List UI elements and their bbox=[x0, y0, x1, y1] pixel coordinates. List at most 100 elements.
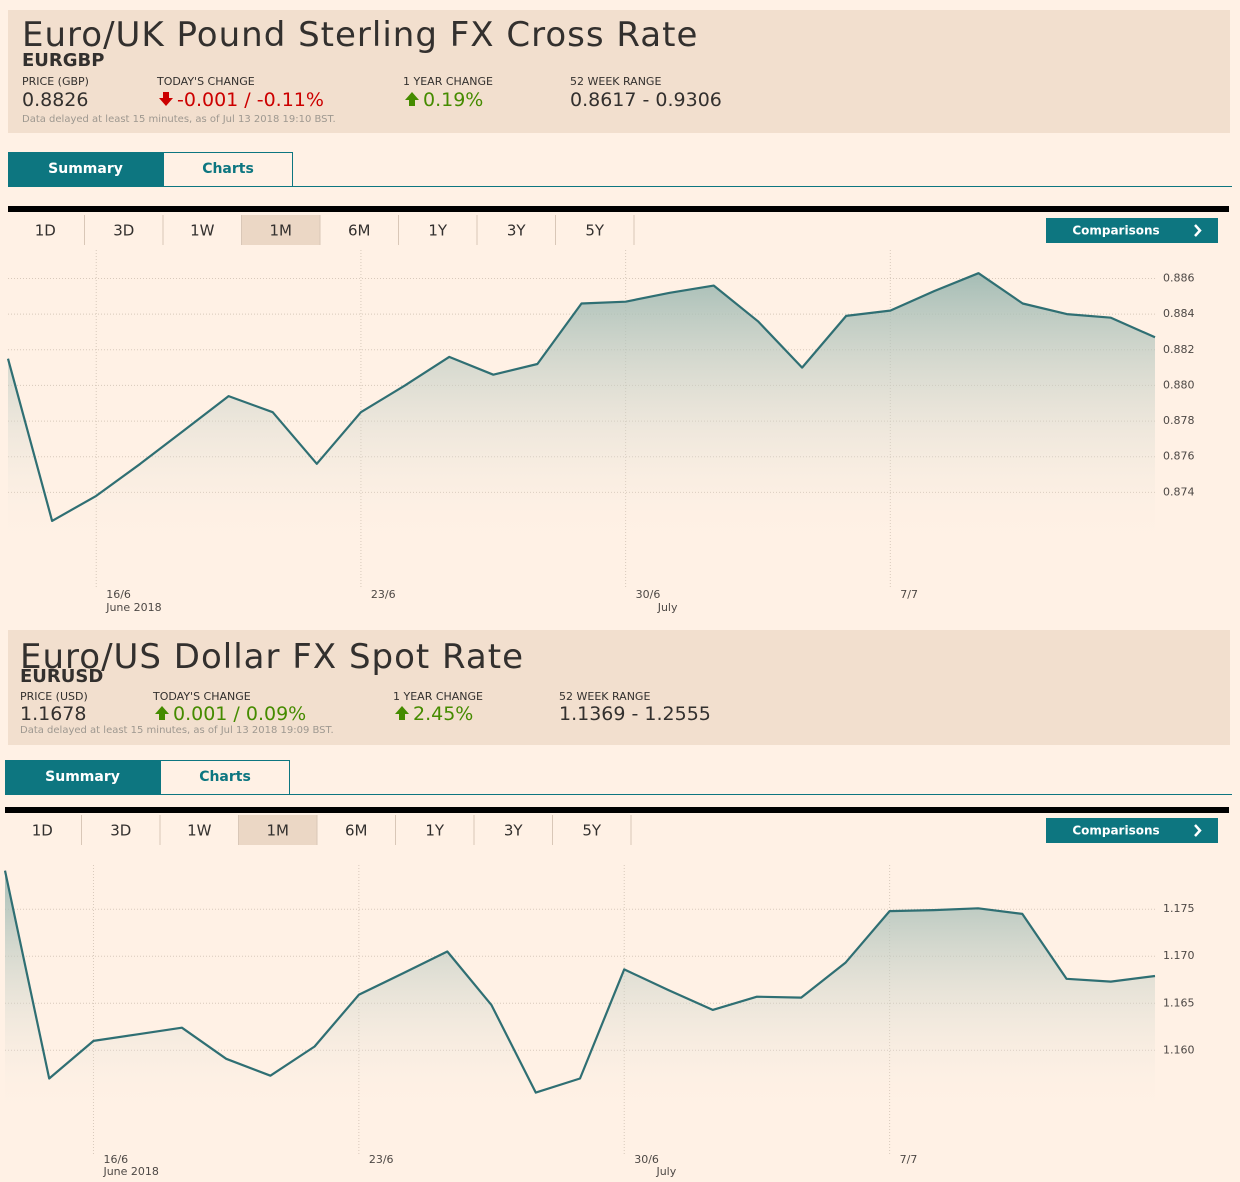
stat-value-row: 1.1369 - 1.2555 bbox=[559, 703, 711, 725]
stat-value-row: 1.1678 bbox=[20, 703, 86, 725]
quote-symbol: EURGBP bbox=[22, 50, 105, 71]
y-tick-label: 0.886 bbox=[1163, 272, 1195, 285]
stat-value: 0.8826 bbox=[22, 89, 89, 111]
x-tick-label: 7/7 bbox=[900, 588, 918, 601]
arrow-shape bbox=[405, 92, 419, 106]
delay-note: Data delayed at least 15 minutes, as of … bbox=[22, 114, 336, 125]
y-tick-label: 0.876 bbox=[1163, 450, 1195, 463]
divider-bar bbox=[8, 206, 1229, 212]
stat-value: 1.1369 - 1.2555 bbox=[559, 703, 711, 725]
month-label: June 2018 bbox=[102, 1165, 158, 1178]
direction-arrow bbox=[155, 706, 169, 720]
range-button[interactable]: 1Y bbox=[425, 822, 445, 840]
comparisons-button[interactable] bbox=[1046, 818, 1218, 843]
arrow-shape bbox=[395, 706, 409, 720]
direction-arrow bbox=[159, 92, 173, 106]
chevron bbox=[1194, 824, 1202, 837]
quote-header: Euro/US Dollar FX Spot Rate EURUSD PRICE (… bbox=[8, 630, 1230, 745]
stat-value-row: 0.8617 - 0.9306 bbox=[570, 89, 722, 111]
tab[interactable]: Charts bbox=[163, 152, 293, 187]
y-tick-label: 1.165 bbox=[1163, 996, 1195, 1009]
stat-value: 0.19% bbox=[423, 89, 484, 111]
comparisons-button[interactable] bbox=[1046, 218, 1218, 243]
tab-underline bbox=[5, 794, 1232, 795]
chart: 1D 3D 1W 1M 6M 1Y 3Y 5Y Comparisons 1.160 1.165 1.1… bbox=[3, 815, 1218, 1178]
range-button[interactable]: 1W bbox=[187, 822, 212, 840]
x-tick-label: 23/6 bbox=[369, 1153, 394, 1166]
comparisons-label: Comparisons bbox=[1072, 824, 1159, 838]
stat-label: TODAY'S CHANGE bbox=[157, 75, 255, 88]
range-button[interactable]: 3D bbox=[113, 222, 134, 240]
tab[interactable]: Summary bbox=[8, 152, 163, 187]
arrow-shape bbox=[159, 92, 173, 106]
stat-label: 1 YEAR CHANGE bbox=[403, 75, 494, 88]
stat-value-row: -0.001 / -0.11% bbox=[157, 89, 324, 111]
range-button[interactable]: 6M bbox=[345, 822, 368, 840]
direction-arrow bbox=[395, 706, 409, 720]
range-button[interactable]: 1D bbox=[32, 822, 53, 840]
y-tick-label: 1.160 bbox=[1163, 1043, 1195, 1056]
chart: 1D 3D 1W 1M 6M 1Y 3Y 5Y Comparisons 0.874 0.876 0.8… bbox=[6, 215, 1218, 614]
stat-label: TODAY'S CHANGE bbox=[153, 690, 251, 703]
y-tick-label: 0.878 bbox=[1163, 414, 1195, 427]
range-button[interactable]: 6M bbox=[348, 222, 371, 240]
tab[interactable]: Charts bbox=[160, 760, 290, 795]
quote-symbol: EURUSD bbox=[20, 666, 104, 687]
range-button[interactable]: 5Y bbox=[582, 822, 602, 840]
range-button[interactable]: 1M bbox=[267, 822, 290, 840]
divider-bar bbox=[5, 807, 1229, 813]
month-label: June 2018 bbox=[105, 601, 161, 614]
x-tick-label: 23/6 bbox=[371, 588, 396, 601]
range-button[interactable]: 3D bbox=[110, 822, 131, 840]
range-button[interactable]: 1Y bbox=[428, 222, 448, 240]
range-button[interactable]: 1M bbox=[270, 222, 293, 240]
y-tick-label: 0.874 bbox=[1163, 485, 1195, 498]
y-tick-label: 1.175 bbox=[1163, 902, 1195, 915]
area bbox=[5, 870, 1155, 1117]
stat-label: 1 YEAR CHANGE bbox=[393, 690, 484, 703]
range-active-bg bbox=[238, 815, 317, 845]
month-label: July bbox=[655, 1165, 676, 1178]
delay-note: Data delayed at least 15 minutes, as of … bbox=[20, 725, 334, 736]
comparisons-label: Comparisons bbox=[1072, 224, 1159, 238]
stat-value-row: 0.8826 bbox=[22, 89, 88, 111]
x-tick-label: 16/6 bbox=[106, 588, 131, 601]
range-button[interactable]: 1W bbox=[190, 222, 215, 240]
stat-label: 52 WEEK RANGE bbox=[570, 75, 662, 88]
arrow-shape bbox=[155, 706, 169, 720]
stat-value: 2.45% bbox=[413, 703, 474, 725]
x-tick-label: 16/6 bbox=[103, 1153, 128, 1166]
month-label: July bbox=[657, 601, 678, 614]
stat-label: PRICE (USD) bbox=[20, 690, 88, 703]
x-tick-label: 7/7 bbox=[900, 1153, 918, 1166]
quote-header: Euro/UK Pound Sterling FX Cross Rate EURG… bbox=[8, 10, 1230, 133]
x-tick-label: 30/6 bbox=[634, 1153, 659, 1166]
tab[interactable]: Summary bbox=[5, 760, 160, 795]
stat-value: 0.8617 - 0.9306 bbox=[570, 89, 722, 111]
stat-value-row: 0.19% bbox=[403, 89, 483, 111]
direction-arrow bbox=[405, 92, 419, 106]
x-tick-label: 30/6 bbox=[636, 588, 661, 601]
y-tick-label: 1.170 bbox=[1163, 949, 1195, 962]
quote-title: Euro/UK Pound Sterling FX Cross Rate bbox=[22, 15, 699, 55]
stat-label: PRICE (GBP) bbox=[22, 75, 89, 88]
tab-underline bbox=[8, 186, 1232, 187]
stat-value-row: 0.001 / 0.09% bbox=[153, 703, 306, 725]
range-button[interactable]: 5Y bbox=[585, 222, 605, 240]
stat-value-row: 2.45% bbox=[393, 703, 473, 725]
stat-value: -0.001 / -0.11% bbox=[177, 89, 324, 111]
y-tick-label: 0.880 bbox=[1163, 378, 1195, 391]
stat-value: 0.001 / 0.09% bbox=[173, 703, 307, 725]
line bbox=[3, 870, 1156, 1094]
chevron bbox=[1194, 224, 1202, 237]
range-active-bg bbox=[241, 215, 320, 245]
range-button[interactable]: 3Y bbox=[504, 822, 524, 840]
quote-title: Euro/US Dollar FX Spot Rate bbox=[20, 637, 525, 677]
range-button[interactable]: 3Y bbox=[507, 222, 527, 240]
range-button[interactable]: 1D bbox=[35, 222, 56, 240]
stat-label: 52 WEEK RANGE bbox=[559, 690, 651, 703]
y-tick-label: 0.884 bbox=[1163, 307, 1195, 320]
stat-value: 1.1678 bbox=[20, 703, 87, 725]
line bbox=[6, 272, 1156, 522]
